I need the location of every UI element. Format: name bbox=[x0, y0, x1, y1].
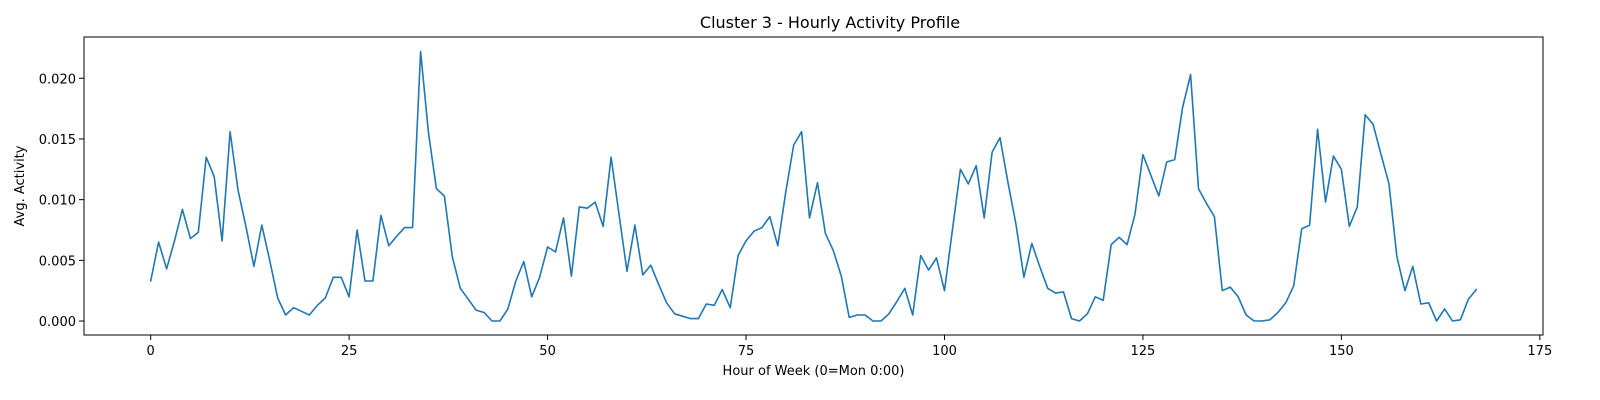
y-tick-label: 0.020 bbox=[39, 72, 76, 87]
chart-title: Cluster 3 - Hourly Activity Profile bbox=[700, 13, 960, 32]
series-line bbox=[149, 50, 1478, 322]
x-tick-label: 50 bbox=[539, 344, 556, 359]
x-axis-label: Hour of Week (0=Mon 0:00) bbox=[723, 364, 905, 379]
y-tick-label: 0.010 bbox=[39, 194, 76, 209]
y-tick-label: 0.000 bbox=[39, 315, 76, 330]
x-tick-label: 75 bbox=[738, 344, 755, 359]
series-layer bbox=[149, 50, 1478, 322]
x-tick-label: 175 bbox=[1527, 344, 1552, 359]
y-axis-label: Avg. Activity bbox=[13, 145, 28, 226]
x-tick-label: 0 bbox=[147, 344, 155, 359]
plot-frame bbox=[83, 36, 1544, 336]
x-tick-label: 125 bbox=[1131, 344, 1156, 359]
y-tick-label: 0.005 bbox=[39, 254, 76, 269]
x-tick-label: 25 bbox=[341, 344, 358, 359]
x-tick-label: 150 bbox=[1329, 344, 1354, 359]
axis-ticks: 0 25 50 75 100 125 150 175 0.000 0.005 0.010 0.015 0… bbox=[39, 72, 1552, 359]
y-tick-label: 0.015 bbox=[39, 133, 76, 148]
x-tick-label: 100 bbox=[932, 344, 957, 359]
